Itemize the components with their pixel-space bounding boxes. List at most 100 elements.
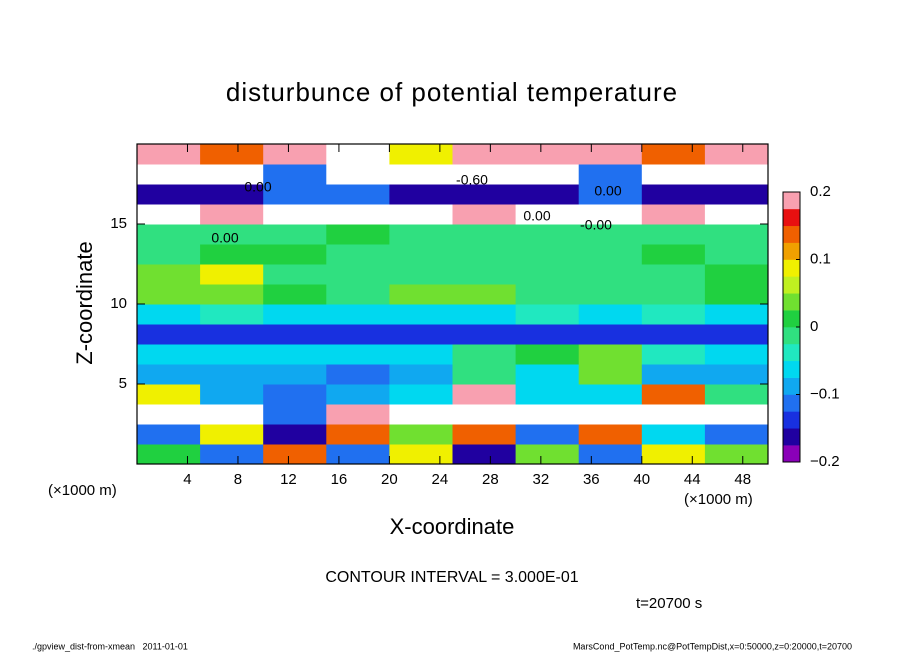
- heat-cell: [641, 424, 706, 445]
- heat-cell: [389, 284, 453, 305]
- contour-label: 0.00: [244, 179, 271, 195]
- heat-cell: [578, 184, 643, 205]
- x-tick-label: 8: [234, 471, 242, 488]
- heat-cell: [263, 144, 327, 165]
- chart-title: disturbunce of potential temperature: [226, 77, 678, 107]
- heat-cell: [515, 224, 580, 245]
- heat-cell: [641, 284, 706, 305]
- heat-cell: [452, 264, 517, 285]
- heat-cell: [641, 364, 706, 385]
- y-tick-label: 5: [119, 375, 127, 392]
- heat-cell: [515, 344, 580, 365]
- heat-cell: [641, 344, 706, 365]
- heat-cell: [452, 184, 517, 205]
- heat-cell: [200, 144, 264, 165]
- colorbar-swatch: [783, 293, 800, 311]
- heat-cell: [452, 344, 517, 365]
- heat-cell: [704, 304, 769, 325]
- heat-cell: [263, 384, 327, 405]
- colorbar-swatch: [783, 343, 800, 362]
- colorbar-swatch: [783, 259, 800, 277]
- heat-cell: [515, 364, 580, 385]
- heat-cell: [578, 324, 643, 345]
- heat-cell: [704, 284, 769, 305]
- x-tick-label: 28: [482, 471, 499, 488]
- heat-cell: [326, 284, 390, 305]
- heat-cell: [263, 404, 327, 425]
- colorbar-swatch: [783, 225, 800, 243]
- heat-cell: [137, 364, 201, 385]
- heat-cell: [515, 284, 580, 305]
- heat-cell: [452, 384, 517, 405]
- heat-cell: [704, 244, 769, 265]
- heat-cell: [389, 304, 453, 325]
- colorbar-swatch: [783, 242, 800, 260]
- heat-cell: [263, 184, 327, 205]
- heat-cell: [200, 224, 264, 245]
- heat-cell: [578, 424, 643, 445]
- heat-cell: [389, 424, 453, 445]
- heat-cell: [578, 164, 643, 185]
- heat-cell: [326, 324, 390, 345]
- heat-cell: [200, 384, 264, 405]
- heat-cell: [137, 444, 201, 465]
- heat-cell: [389, 184, 453, 205]
- heat-cell: [515, 184, 580, 205]
- contour-label: -0.00: [580, 217, 612, 233]
- heat-cell: [515, 204, 580, 225]
- heat-cell: [515, 304, 580, 325]
- heat-cell: [704, 324, 769, 345]
- heat-cell: [200, 304, 264, 325]
- colorbar-swatch: [783, 276, 800, 294]
- heat-cell: [326, 404, 390, 425]
- heat-cell: [578, 244, 643, 265]
- heat-cell: [200, 324, 264, 345]
- heat-cell: [515, 244, 580, 265]
- heat-cell: [578, 284, 643, 305]
- heat-cell: [515, 424, 580, 445]
- heat-cell: [704, 364, 769, 385]
- heat-cell: [263, 304, 327, 325]
- heat-cell: [200, 404, 264, 425]
- contour-label: -0.60: [456, 172, 488, 188]
- heat-cell: [452, 444, 517, 465]
- colorbar-swatch: [783, 192, 800, 210]
- heat-cell: [515, 324, 580, 345]
- heat-cell: [515, 164, 580, 185]
- heat-cell: [578, 444, 643, 465]
- heat-cell: [641, 244, 706, 265]
- heat-cell: [515, 384, 580, 405]
- heat-cell: [641, 304, 706, 325]
- heat-cell: [641, 204, 706, 225]
- heat-cell: [389, 264, 453, 285]
- x-tick-label: 12: [280, 471, 297, 488]
- heat-cell: [578, 404, 643, 425]
- heat-cell: [326, 204, 390, 225]
- footer-left: ./gpview_dist-from-xmean 2011-01-01: [32, 641, 188, 651]
- heat-cell: [578, 264, 643, 285]
- x-tick-label: 16: [331, 471, 348, 488]
- heat-cell: [641, 184, 706, 205]
- heat-cell: [200, 244, 264, 265]
- heat-cell: [389, 364, 453, 385]
- heat-cell: [704, 164, 769, 185]
- heat-cell: [389, 164, 453, 185]
- heat-cell: [137, 324, 201, 345]
- heat-cell: [704, 424, 769, 445]
- heat-cell: [452, 164, 517, 185]
- heat-cell: [263, 424, 327, 445]
- heat-cell: [200, 284, 264, 305]
- heat-cell: [326, 304, 390, 325]
- heat-cell: [137, 224, 201, 245]
- heat-cell: [263, 364, 327, 385]
- heat-cell: [641, 224, 706, 245]
- heat-cell: [326, 344, 390, 365]
- heat-cell: [578, 304, 643, 325]
- heat-cell: [326, 164, 390, 185]
- colorbar-tick-label: 0.1: [810, 250, 831, 267]
- heat-cell: [263, 264, 327, 285]
- heat-cell: [389, 324, 453, 345]
- heat-cell: [326, 264, 390, 285]
- heat-cell: [326, 224, 390, 245]
